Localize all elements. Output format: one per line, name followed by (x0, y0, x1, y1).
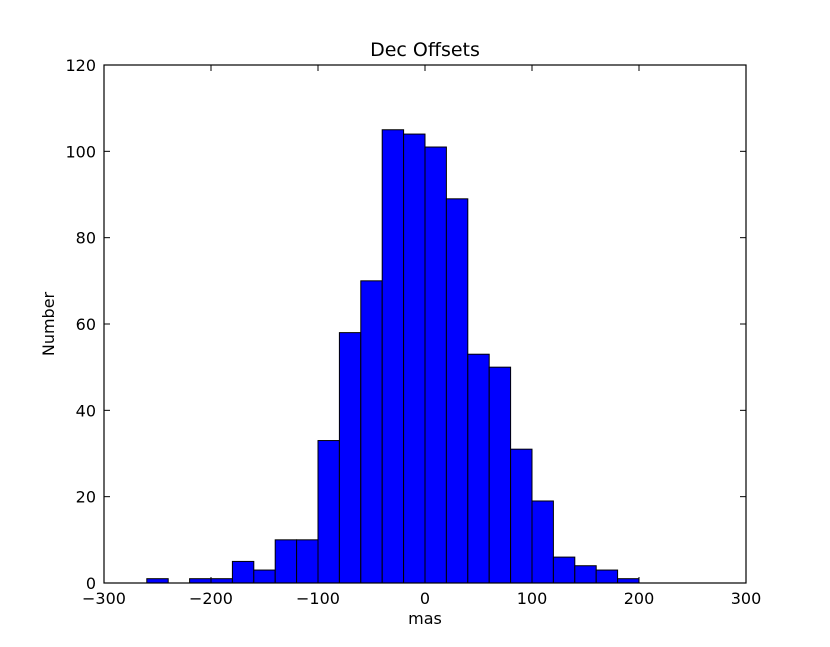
y-tick-label: 40 (76, 401, 96, 420)
histogram-bar (531, 500, 554, 584)
x-tick-label: −100 (296, 589, 340, 608)
histogram-bar (338, 332, 362, 584)
y-tick-label: 60 (76, 315, 96, 334)
histogram-bar (381, 129, 405, 584)
histogram-bar (189, 578, 212, 584)
histogram-bar (146, 578, 169, 584)
histogram-bar (467, 353, 490, 584)
histogram-bar (317, 440, 340, 584)
plot-frame (103, 64, 747, 584)
x-tick-label: 300 (731, 589, 762, 608)
y-tick-label: 80 (76, 229, 96, 248)
histogram-bar (274, 539, 298, 584)
histogram-bar (253, 569, 276, 584)
y-tick-label: 100 (65, 142, 96, 161)
x-tick-label: −300 (82, 589, 126, 608)
histogram-bar (595, 569, 619, 584)
histogram-bar (210, 578, 233, 584)
y-tick-label: 20 (76, 488, 96, 507)
histogram-bar (617, 578, 640, 584)
x-axis-label: mas (408, 609, 442, 628)
x-tick-label: −200 (189, 589, 233, 608)
x-tick-label: 200 (624, 589, 655, 608)
histogram-bar (445, 198, 469, 584)
histogram-bar (574, 565, 597, 584)
histogram-bar (552, 556, 576, 584)
y-tick-label: 0 (86, 574, 96, 593)
y-axis-label: Number (39, 291, 58, 356)
ticks-group: −300 −200 −100 0 100 200 300 0 20 40 60 80 100 120 (65, 56, 761, 608)
chart-title: Dec Offsets (370, 39, 480, 61)
histogram-bar (403, 133, 426, 584)
histogram-bar (488, 366, 512, 584)
x-tick-label: 0 (420, 589, 430, 608)
histogram-bar (424, 146, 447, 584)
histogram-bar (510, 448, 533, 584)
y-tick-label: 120 (65, 56, 96, 75)
histogram-bar (360, 280, 383, 584)
histogram-bar (296, 539, 319, 584)
histogram-bar (231, 560, 255, 584)
x-tick-label: 100 (517, 589, 548, 608)
